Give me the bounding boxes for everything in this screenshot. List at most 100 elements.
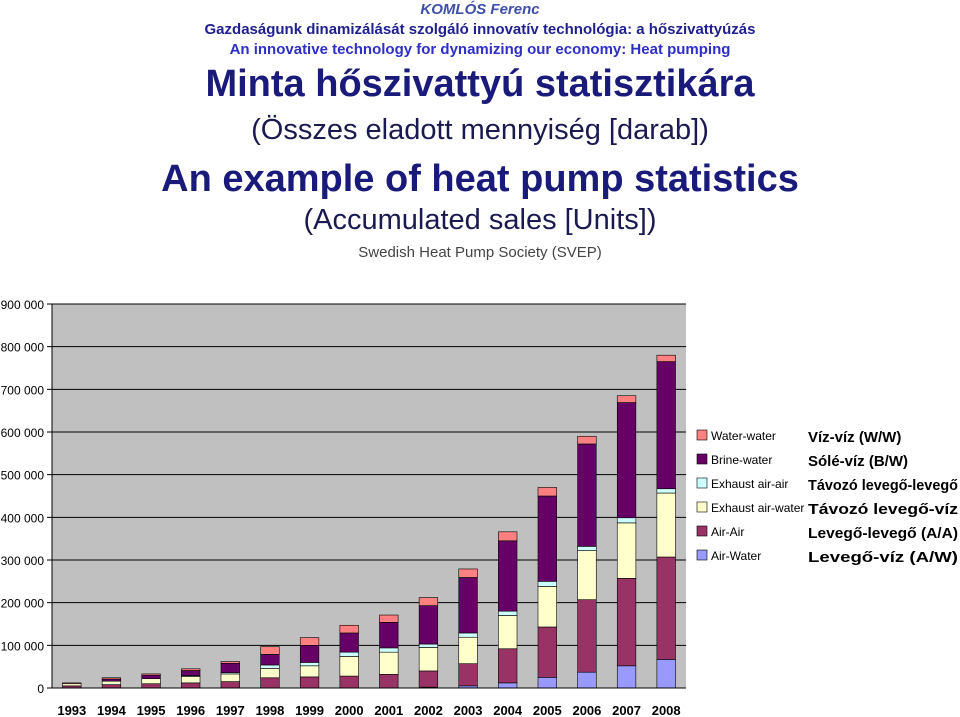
y-tick-label: 0	[37, 682, 44, 696]
bar-segment	[181, 670, 201, 676]
data-source: Swedish Heat Pump Society (SVEP)	[358, 244, 602, 261]
legend-swatch	[696, 549, 708, 561]
bar-segment	[379, 621, 399, 649]
author-name: KOMLÓS Ferenc	[420, 1, 540, 18]
x-tick-label: 1999	[295, 703, 324, 717]
x-tick-label: 2008	[652, 703, 681, 717]
legend-swatch	[696, 501, 708, 513]
bar-segment	[577, 435, 597, 445]
bar-segment	[458, 663, 478, 687]
bar-segment	[379, 651, 399, 675]
bar-segment	[62, 683, 82, 687]
bar-segment	[498, 682, 518, 689]
bar-segment	[616, 517, 637, 524]
legend-label-english: Air-Water	[711, 549, 761, 563]
x-tick-label: 2004	[493, 703, 523, 717]
bar-segment	[418, 670, 439, 688]
y-tick-label: 500 000	[1, 469, 45, 483]
bar-segment	[220, 662, 240, 673]
bar-segment	[339, 624, 359, 634]
legend-swatch	[696, 525, 708, 537]
bar-segment	[537, 487, 557, 497]
bar-segment	[616, 395, 637, 403]
x-tick-label: 2003	[454, 703, 483, 717]
bar-segment	[656, 354, 676, 362]
bar-segment	[339, 656, 359, 677]
x-tick-label: 2005	[533, 703, 562, 717]
bar-segment	[141, 683, 161, 689]
bar-segment	[577, 599, 597, 673]
bar-segment	[181, 668, 201, 671]
x-tick-label: 2002	[414, 703, 443, 717]
bar-segment	[577, 546, 597, 551]
bar-segment	[299, 665, 320, 678]
bar-segment	[260, 646, 280, 655]
bar-segment	[418, 647, 439, 672]
bar-segment	[220, 673, 240, 682]
legend-label-hungarian: Víz-víz (W/W)	[808, 429, 901, 446]
bar-segment	[458, 568, 478, 578]
x-tick-label: 1995	[137, 703, 166, 717]
bar-segment	[498, 615, 518, 650]
bar-segment	[141, 678, 161, 685]
bar-segment	[299, 676, 320, 689]
bar-segment	[379, 674, 399, 689]
legend-label-hungarian: Távozó levegő-víz	[808, 501, 958, 518]
bar-segment	[101, 677, 122, 680]
bar-segment	[656, 361, 676, 490]
bar-stacks	[62, 354, 676, 689]
subject-line-english: An innovative technology for dynamizing …	[229, 41, 731, 58]
y-tick-label: 400 000	[1, 511, 45, 525]
bar-segment	[141, 674, 161, 679]
bar-segment	[616, 402, 637, 519]
bar-segment	[418, 605, 439, 645]
bar-segment	[181, 676, 201, 684]
legend-swatch	[696, 429, 708, 441]
x-tick-label: 1998	[255, 703, 284, 717]
bar-segment	[498, 540, 518, 612]
bar-segment	[498, 531, 518, 542]
bar-segment	[616, 578, 637, 667]
bar-segment	[141, 673, 161, 676]
bar-segment	[260, 664, 280, 669]
bar-segment	[537, 586, 557, 628]
bar-segment	[537, 626, 557, 678]
bar-segment	[537, 495, 557, 582]
bar-segment	[339, 632, 359, 653]
legend-label-english: Brine-water	[711, 453, 772, 467]
x-tick-label: 1994	[97, 703, 127, 717]
x-tick-label: 1996	[176, 703, 205, 717]
legend-label-english: Exhaust air-water	[711, 501, 804, 515]
bar-segment	[616, 522, 637, 579]
legend-label-hungarian: Levegő-víz (A/W)	[808, 549, 958, 566]
x-tick-label: 2001	[374, 703, 403, 717]
bar-segment	[458, 632, 478, 638]
legend-label-hungarian: Levegő-levegő (A/A)	[808, 525, 958, 542]
subject-line-hungarian: Gazdaságunk dinamizálását szolgáló innov…	[204, 21, 756, 38]
bar-segment	[339, 651, 359, 657]
bar-segment	[656, 556, 676, 660]
gridlines	[52, 303, 686, 689]
slide-title-english: An example of heat pump statistics	[161, 158, 799, 200]
legend-label-hungarian: Távozó levegő-levegő	[808, 477, 958, 494]
bar-segment	[537, 677, 557, 689]
bar-segment	[101, 684, 122, 689]
bar-segment	[299, 662, 320, 667]
bar-segment	[181, 682, 201, 689]
x-tick-label: 2007	[612, 703, 641, 717]
y-tick-label: 100 000	[1, 639, 45, 653]
bar-segment	[101, 678, 122, 682]
bar-segment	[379, 647, 399, 653]
slide-subtitle-hungarian: (Összes eladott mennyiség [darab])	[251, 114, 709, 146]
bar-segment	[62, 682, 82, 685]
legend: Water-water Víz-víz (W/W) Brine-water Sólé-…	[696, 429, 958, 566]
bar-segment	[458, 636, 478, 664]
x-tick-label: 1997	[216, 703, 245, 717]
stacked-bar-chart: 0 100 000 200 000 300 000 400 000 500 000 600 …	[1, 298, 958, 717]
slide-title-hungarian: Minta hőszivattyú statisztikára	[205, 63, 755, 105]
bar-segment	[537, 581, 557, 587]
axes: 0 100 000 200 000 300 000 400 000 500 000 600 …	[1, 298, 686, 717]
y-tick-label: 200 000	[1, 597, 45, 611]
x-tick-label: 2006	[572, 703, 601, 717]
bar-segment	[656, 492, 676, 558]
